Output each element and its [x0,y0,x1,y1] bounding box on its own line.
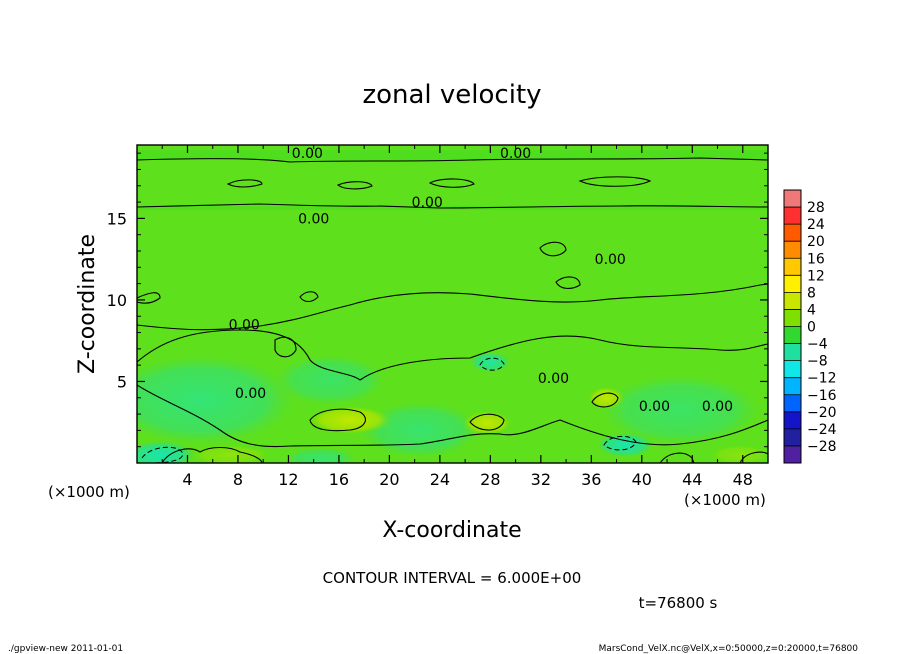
contour-label: 0.00 [412,195,443,211]
colorbar-swatch [784,309,801,327]
colorbar-swatch [784,343,801,361]
x-axis: 4 8 12 16 20 24 28 32 36 40 44 48 [161,145,753,489]
x-tick-label: 8 [233,470,243,489]
colorbar-label: −4 [807,337,828,353]
colorbar-label: 8 [807,285,816,301]
colorbar-swatch [784,292,801,310]
colorbar-label: 12 [807,268,825,284]
y-axis: 5 10 15 [107,152,768,448]
contour-labels: 0.00 0.00 0.00 0.00 0.00 0.00 0.00 0.00 0.00 0.00 [229,146,733,415]
contour-label: 0.00 [595,252,626,268]
colorbar-swatch [784,275,801,293]
footer-right: MarsCond_VelX.nc@VelX,x=0:50000,z=0:2000… [599,644,859,654]
colorbar-swatch [784,326,801,344]
x-tick-label: 12 [278,470,298,489]
colorbar-label: −16 [807,388,837,404]
x-tick-label: 4 [182,470,192,489]
y-tick-label: 5 [117,372,127,391]
x-tick-label: 24 [430,470,450,489]
contour-label: 0.00 [538,371,569,387]
x-unit-label-right: (×1000 m) [684,491,766,509]
x-tick-label: 28 [480,470,500,489]
contour-label: 0.00 [292,146,323,162]
colorbar-label: 0 [807,320,816,336]
y-axis-label: Z-coordinate [75,234,100,374]
chart-title: zonal velocity [362,80,541,110]
contour-label: 0.00 [298,211,329,227]
x-tick-label: 48 [733,470,753,489]
colorbar-swatch [784,445,801,464]
plot-area [136,144,769,464]
contour-interval-text: CONTOUR INTERVAL = 6.000E+00 [323,569,582,587]
contour-label: 0.00 [500,146,531,162]
colorbar-label: 24 [807,217,825,233]
contour-label: 0.00 [702,399,733,415]
colorbar-swatch [784,428,801,447]
x-unit-label-left: (×1000 m) [48,483,130,501]
x-tick-label: 36 [581,470,601,489]
colorbar-swatch [784,377,801,396]
x-axis-label: X-coordinate [382,518,521,543]
colorbar-swatch [784,207,801,225]
colorbar-swatch [784,190,801,208]
x-tick-label: 40 [632,470,652,489]
x-tick-label: 32 [531,470,551,489]
colorbar-label: 16 [807,251,825,267]
colorbar-label: −12 [807,371,837,387]
colorbar-swatch [784,258,801,276]
colorbar-swatch [784,394,801,413]
x-tick-label: 20 [379,470,399,489]
y-tick-label: 10 [107,291,127,310]
colorbar-swatch [784,224,801,242]
colorbar-swatch [784,360,801,378]
heatmap-field [137,150,768,463]
colorbar-swatch [784,241,801,259]
colorbar-label: −20 [807,405,837,421]
contour-label: 0.00 [229,317,260,333]
colorbar-swatch [784,411,801,430]
x-tick-label: 44 [682,470,702,489]
colorbar-label: −24 [807,422,837,438]
negative-contours [141,357,637,463]
contour-label: 0.00 [235,386,266,402]
colorbar-label: 4 [807,302,816,318]
contour-lines [137,157,768,463]
footer-left: ./gpview-new 2011-01-01 [8,644,123,654]
x-tick-label: 16 [329,470,349,489]
time-text: t=76800 s [639,594,718,612]
contour-label: 0.00 [639,399,670,415]
colorbar-label: −28 [807,439,837,455]
y-tick-label: 15 [107,209,127,228]
colorbar-label: −8 [807,354,828,370]
colorbar-label: 28 [807,200,825,216]
colorbar-label: 20 [807,234,825,250]
